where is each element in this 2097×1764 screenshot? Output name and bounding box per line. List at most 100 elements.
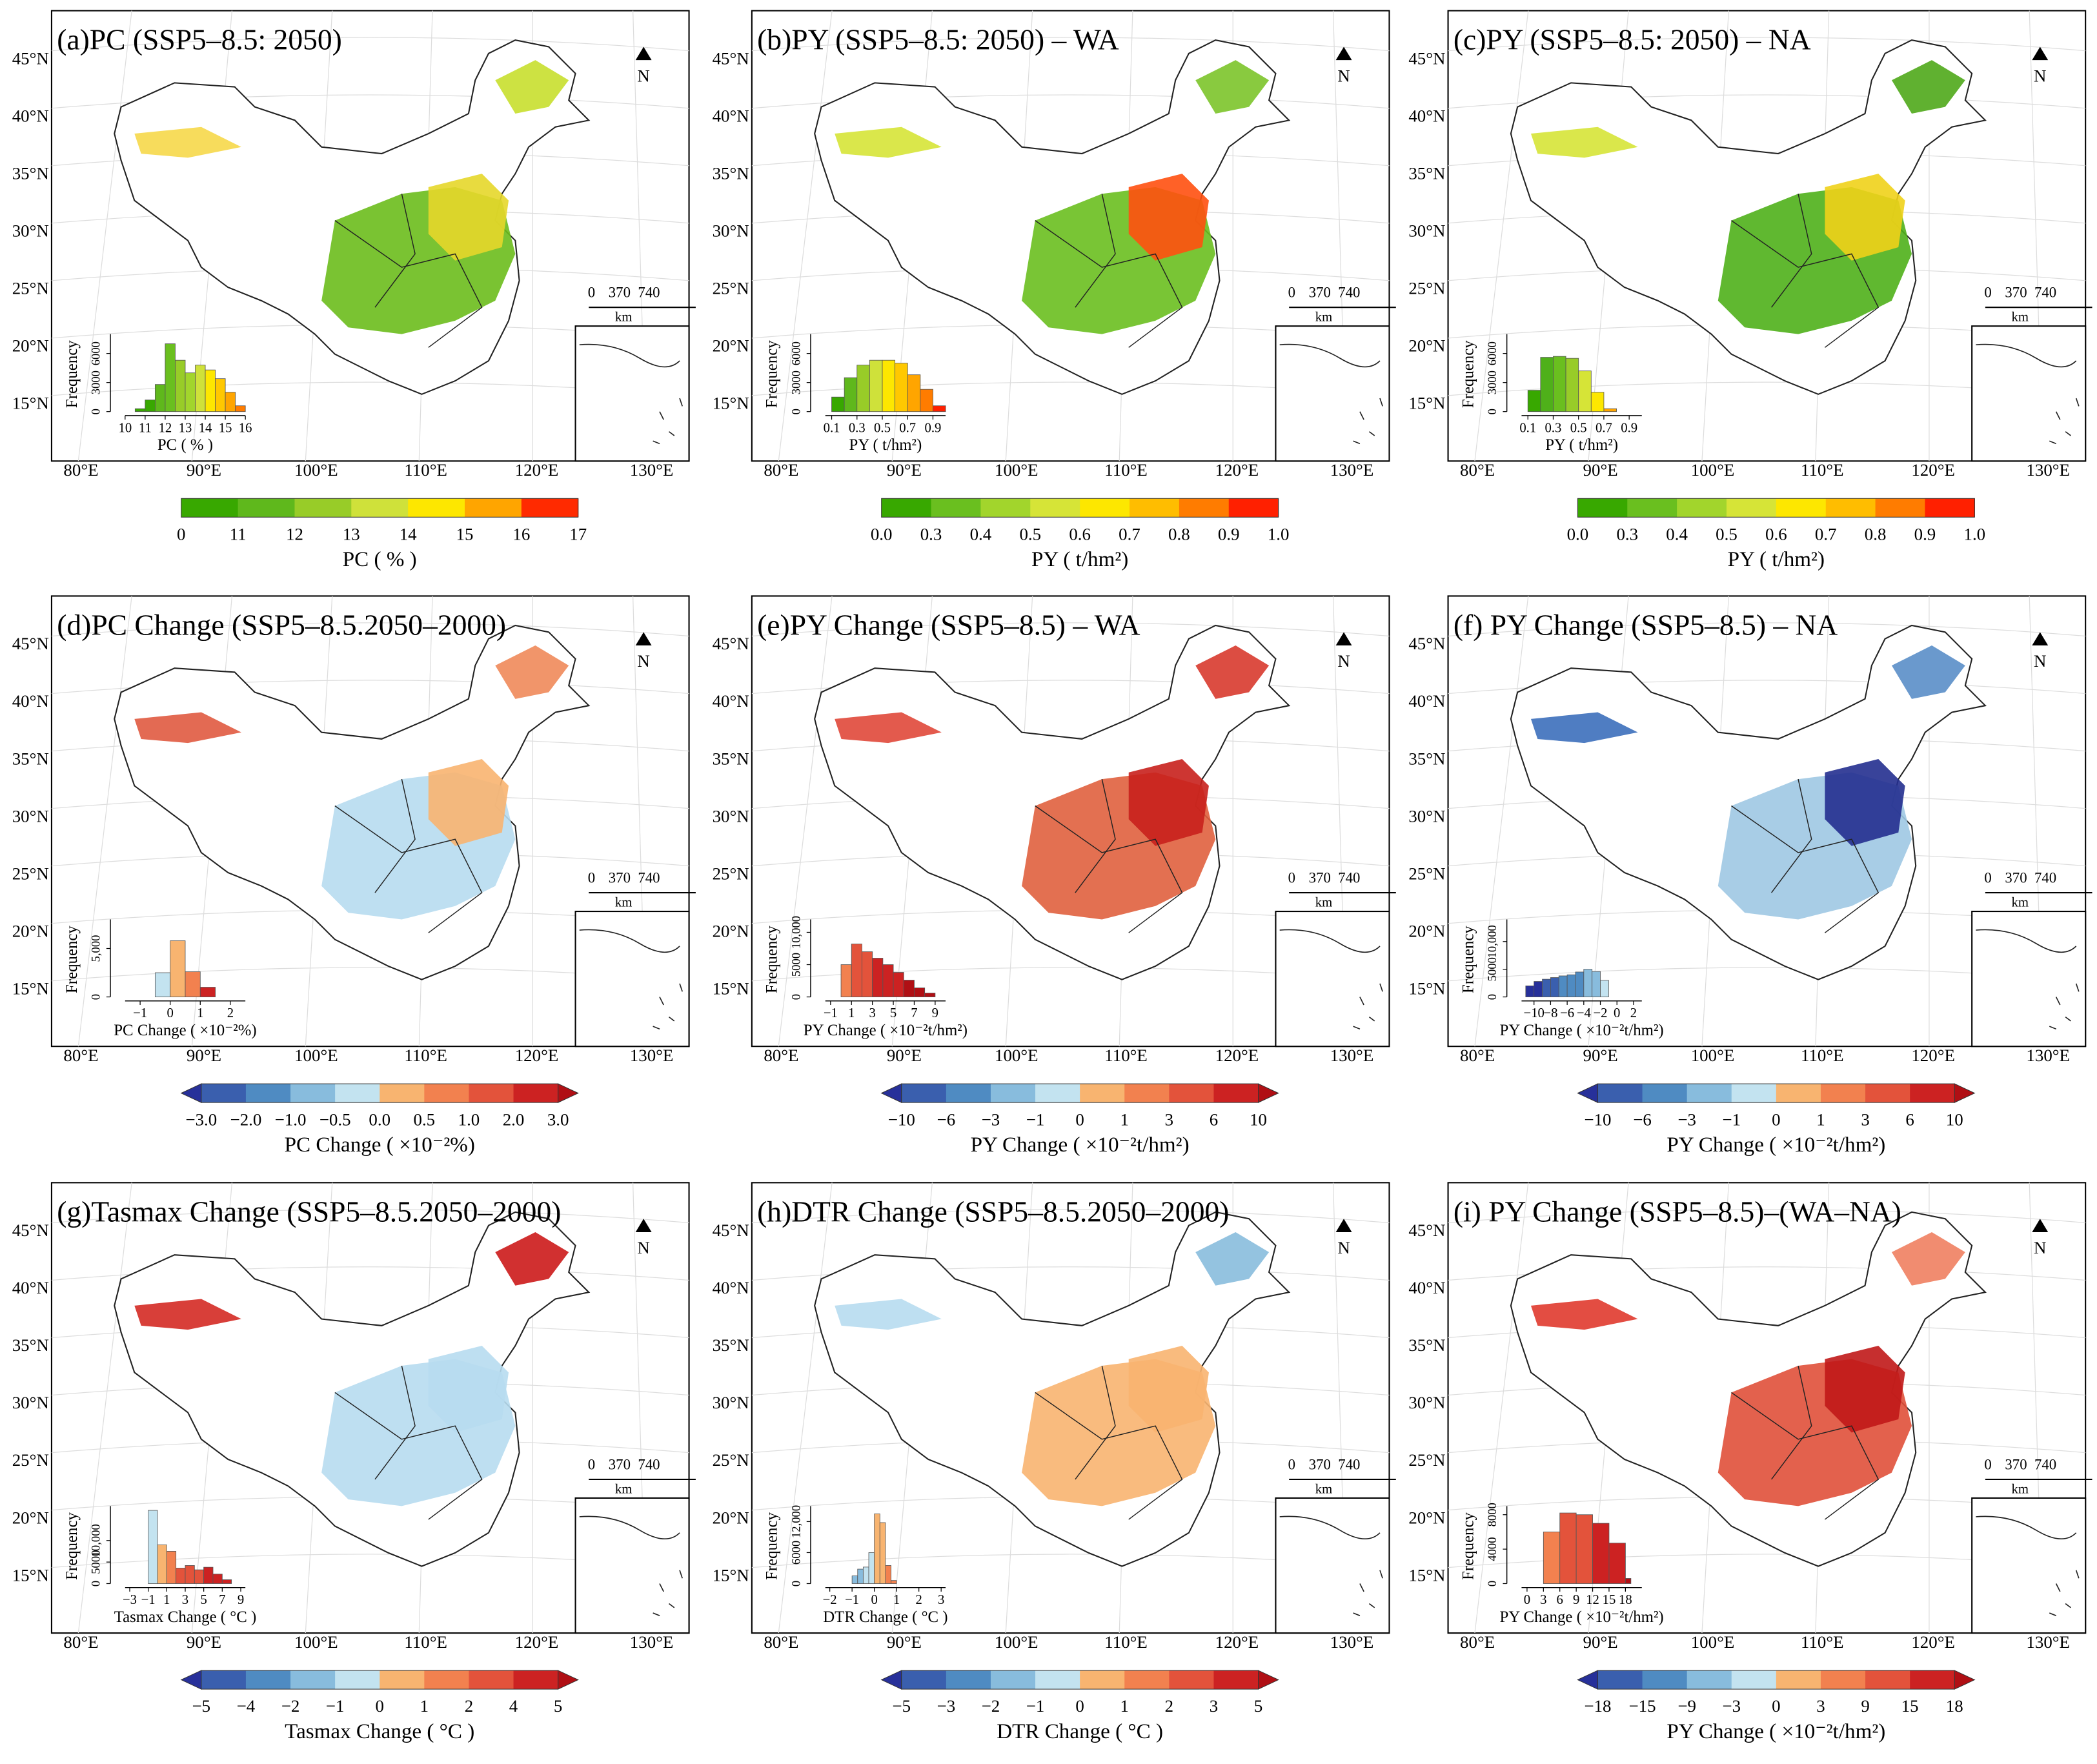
panel: 45°N 40°N 35°N 30°N 25°N 20°N 15°N 80°E 90°E 100°…: [12, 10, 696, 571]
north-label: N: [1337, 66, 1350, 85]
lon-label: 100°E: [294, 1632, 338, 1652]
inset-frame: [574, 911, 690, 1048]
histogram-bar: [185, 1565, 195, 1584]
histogram-bar: [1590, 392, 1605, 412]
histogram-x-tick-label: −3: [123, 1593, 137, 1607]
histogram-bar: [856, 365, 870, 412]
histogram-bar: [185, 971, 201, 997]
lat-label: 35°N: [713, 163, 749, 183]
lon-label: 90°E: [1583, 1632, 1618, 1652]
histogram-x-tick-label: 0.3: [1545, 421, 1562, 435]
histogram-y-label: Frequency: [764, 1512, 781, 1580]
lon-label: 110°E: [1104, 1632, 1148, 1652]
map-region: [134, 127, 241, 158]
scale-label: 370: [1309, 1457, 1331, 1473]
colorbar-segment: [990, 1670, 1036, 1690]
inset-frame: [1275, 325, 1390, 462]
colorbar-tick-label: 0.0: [369, 1110, 390, 1129]
histogram-bar: [1565, 358, 1579, 412]
histogram-bar: [1592, 1523, 1610, 1584]
colorbar-segment: [901, 1670, 947, 1690]
map-region: [1195, 645, 1270, 699]
histogram-bar: [175, 360, 186, 412]
histogram-y-tick-label: 5,000: [90, 935, 103, 962]
lat-label: 20°N: [713, 336, 749, 355]
histogram-bar: [903, 980, 915, 997]
colorbar-arrow: [180, 1083, 202, 1103]
colorbar-tick-label: 0.9: [1218, 524, 1240, 543]
colorbar-tick-label: 14: [400, 524, 417, 543]
colorbar-segment: [424, 1084, 470, 1103]
histogram-y-tick-label: 0: [90, 994, 103, 1000]
colorbar-arrow: [1258, 1083, 1279, 1103]
colorbar-tick-label: 1.0: [458, 1110, 480, 1129]
colorbar-tick-label: −10: [1584, 1110, 1611, 1129]
scale-label: 0: [1288, 285, 1295, 301]
colorbar-tick-label: 3: [1210, 1696, 1218, 1716]
panel: 45°N 40°N 35°N 30°N 25°N 20°N 15°N 80°E 90°E 100°…: [713, 595, 1396, 1157]
lat-label: 40°N: [1408, 691, 1445, 711]
inset-coast: [579, 1516, 683, 1616]
histogram-y-tick-label: 10,000: [1486, 925, 1499, 958]
lat-label: 30°N: [12, 1393, 49, 1412]
lon-label: 130°E: [1330, 460, 1374, 480]
colorbar-tick-label: −2: [982, 1696, 1000, 1716]
colorbar-segment: [465, 498, 522, 518]
province-borders: [374, 194, 416, 308]
scale-label: 740: [1338, 285, 1360, 301]
histogram-bar: [176, 1568, 186, 1584]
scale-label: 740: [2034, 285, 2056, 301]
colorbar-tick-label: −3: [1722, 1696, 1741, 1716]
north-arrow: [635, 46, 652, 61]
lon-label: 130°E: [630, 1632, 674, 1652]
lat-label: 20°N: [12, 921, 49, 940]
scale-label: 370: [609, 870, 631, 886]
histogram-bar: [195, 365, 206, 412]
colorbar-segment: [1169, 1084, 1215, 1103]
colorbar-tick-label: −3.0: [185, 1110, 217, 1129]
lon-label: 100°E: [995, 1046, 1038, 1065]
histogram-x-tick-label: 7: [219, 1593, 225, 1607]
map-region: [1891, 1232, 1965, 1286]
scale-unit: km: [2012, 895, 2029, 909]
lon-label: 80°E: [63, 1632, 98, 1652]
lon-label: 130°E: [1330, 1046, 1374, 1065]
graticule: [1448, 1209, 2086, 1224]
scale-label: 370: [1309, 285, 1331, 301]
scale-unit: km: [615, 1482, 632, 1496]
histogram-x-tick-label: 0: [1614, 1006, 1620, 1020]
graticule: [778, 10, 833, 461]
lat-label: 25°N: [1408, 278, 1445, 298]
map-region: [835, 127, 942, 158]
colorbar-tick-label: 2: [1165, 1696, 1173, 1716]
histogram-x-tick-label: 12: [159, 421, 172, 435]
histogram-bar: [844, 377, 858, 412]
lon-label: 110°E: [1801, 1632, 1844, 1652]
lat-label: 30°N: [1408, 221, 1445, 240]
colorbar-tick-label: 6: [1210, 1110, 1218, 1129]
histogram-y-tick-label: 6000: [90, 341, 103, 365]
lat-label: 35°N: [1408, 749, 1445, 768]
histogram-bar: [1575, 971, 1585, 997]
inset-frame: [574, 1497, 690, 1634]
histogram-x-tick-label: 14: [199, 421, 212, 435]
histogram-x-tick-label: −4: [1577, 1006, 1592, 1020]
panel-title: (c)PY (SSP5–8.5: 2050) – NA: [1454, 23, 1811, 56]
histogram-bar: [862, 1566, 869, 1584]
colorbar-segment: [1687, 1084, 1732, 1103]
lat-label: 25°N: [12, 278, 49, 298]
province-borders: [1035, 1392, 1183, 1520]
histogram-x-tick-label: 3: [1540, 1593, 1546, 1607]
colorbar-segment: [1731, 1670, 1777, 1690]
lat-label: 35°N: [12, 749, 49, 768]
lon-label: 80°E: [1460, 460, 1495, 480]
colorbar-arrow: [180, 1670, 202, 1690]
colorbar-segment: [201, 1670, 247, 1690]
lat-label: 40°N: [12, 1278, 49, 1297]
histogram-bar: [907, 374, 921, 412]
colorbar-tick-label: 0: [1075, 1110, 1084, 1129]
lat-label: 20°N: [1408, 1508, 1445, 1527]
map-region: [428, 1345, 509, 1433]
histogram-bar: [1575, 1514, 1593, 1584]
scale-unit: km: [1315, 310, 1332, 325]
